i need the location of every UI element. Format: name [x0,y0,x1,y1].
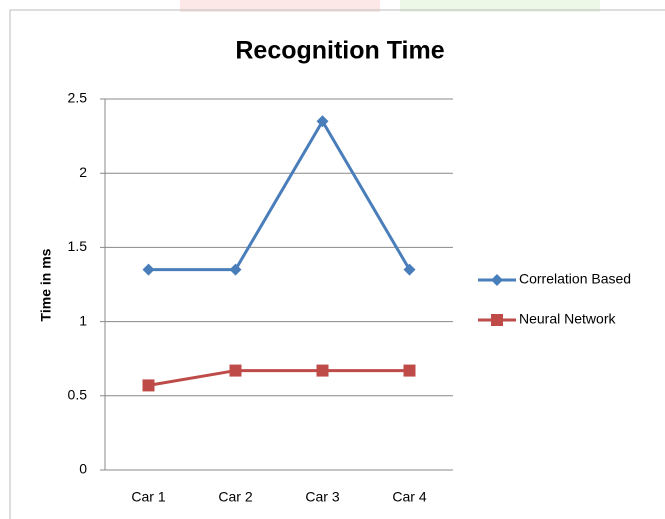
y-tick-label: 2.5 [68,90,88,106]
marker [229,263,242,276]
watermark-strip [400,0,600,12]
chart-border [9,9,665,519]
legend-label: Neural Network [519,311,616,327]
marker [491,274,503,286]
line [148,369,410,387]
y-tick-label: 1 [79,312,87,328]
chart-title: Recognition Time [235,37,444,65]
marker [316,115,329,128]
y-tick-label: 1.5 [68,238,88,254]
marker [229,364,242,377]
line [148,118,411,272]
legend-label: Correlation Based [519,271,631,287]
watermark-strip [180,0,380,12]
marker [142,263,155,276]
x-tick-label: Car 4 [392,489,426,505]
marker [142,379,155,392]
y-tick-label: 0 [79,461,87,477]
y-tick-label: 2 [79,164,87,180]
y-axis-title: Time in ms [38,248,54,321]
marker [316,364,329,377]
marker [403,263,416,276]
x-tick-label: Car 2 [218,489,252,505]
marker [403,364,416,377]
marker [491,314,503,326]
x-tick-label: Car 1 [131,489,165,505]
x-tick-label: Car 3 [305,489,339,505]
y-tick-label: 0.5 [68,387,88,403]
